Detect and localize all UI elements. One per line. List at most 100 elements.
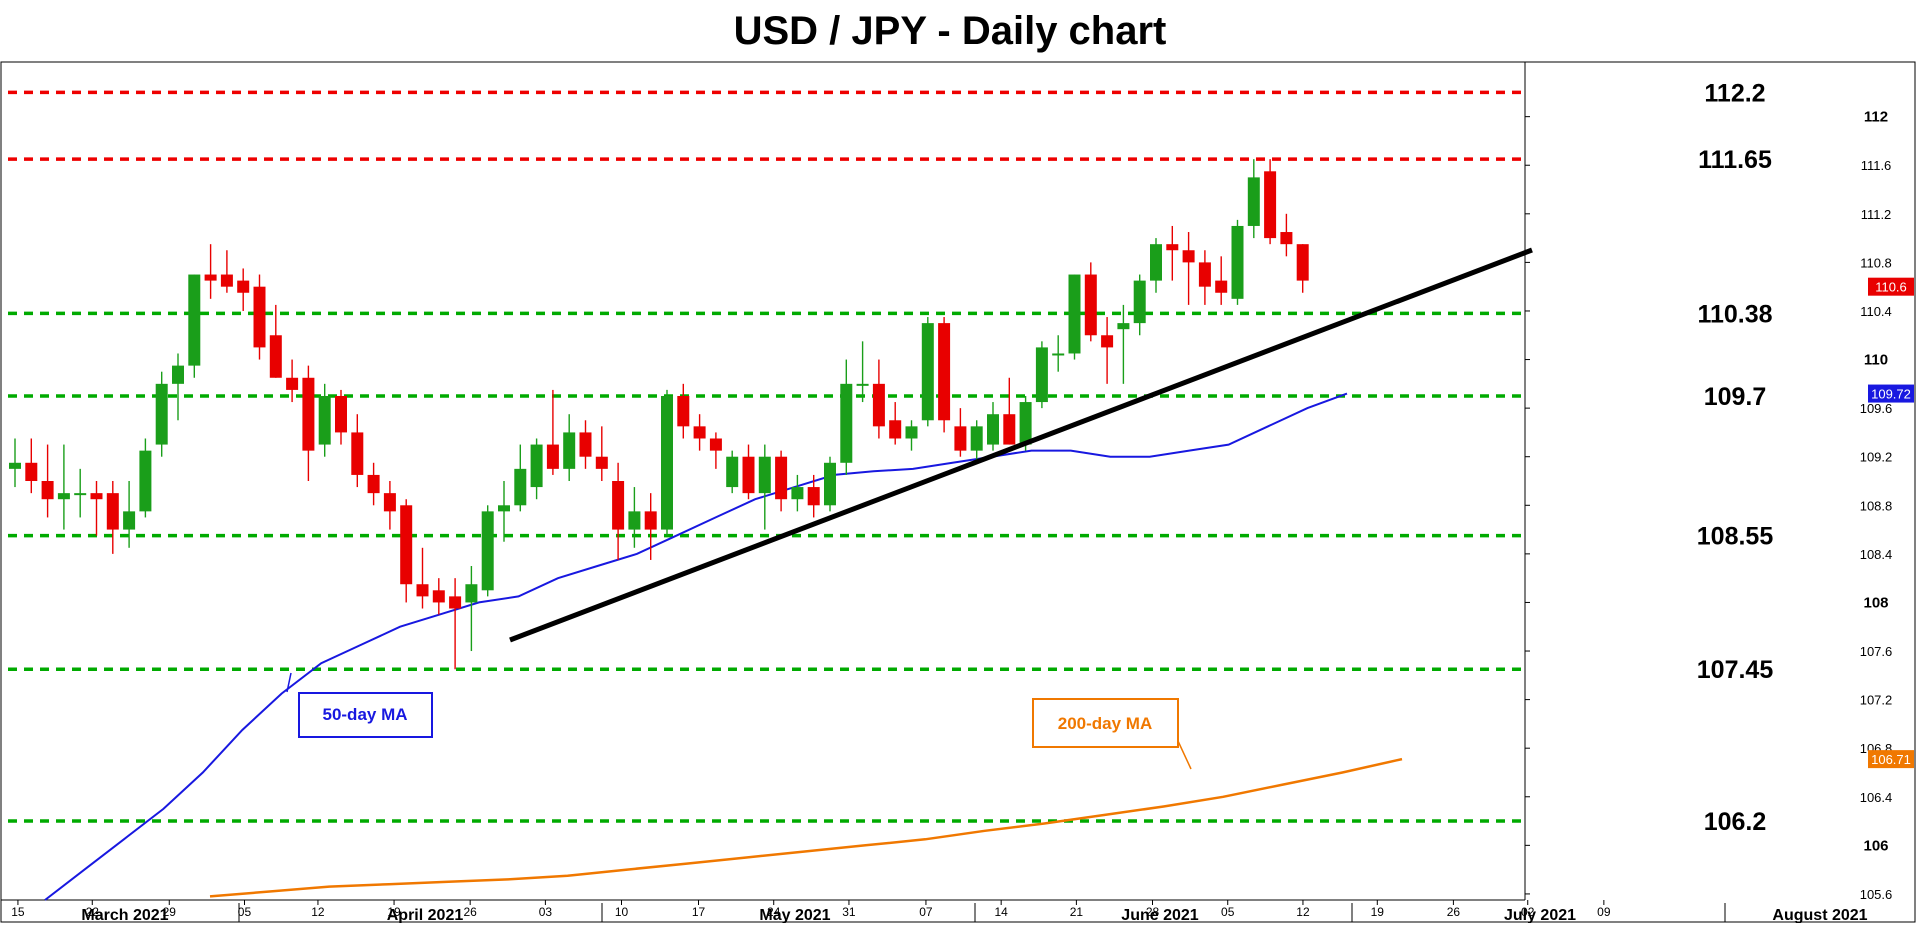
candle-body: [693, 426, 706, 439]
candle-body: [188, 274, 201, 366]
candle-body: [1264, 171, 1277, 239]
candle-body: [318, 395, 331, 445]
bearish-candle: [693, 414, 706, 451]
bullish-candle: [1150, 238, 1162, 293]
bearish-candle: [253, 274, 266, 360]
bearish-candle: [25, 438, 38, 494]
bearish-candle: [954, 408, 967, 457]
x-tick-label: 14: [994, 905, 1008, 919]
x-tick-label: 12: [311, 905, 325, 919]
x-tick-label: 19: [387, 905, 401, 919]
x-tick-label: 21: [1070, 905, 1084, 919]
bullish-candle: [856, 341, 869, 403]
month-label: August 2021: [1772, 907, 1867, 923]
x-tick-label: 02: [1521, 905, 1535, 919]
bullish-candle: [465, 566, 478, 652]
bullish-candle: [1247, 159, 1260, 239]
bullish-candle: [791, 474, 804, 512]
bearish-candle: [351, 414, 364, 488]
bullish-candle: [661, 389, 673, 536]
bearish-candle: [1215, 256, 1228, 305]
candle-body: [302, 377, 315, 451]
candle-body: [481, 511, 494, 591]
candle-body: [25, 462, 38, 481]
bearish-candle: [1264, 159, 1277, 245]
bullish-candle: [726, 450, 739, 494]
x-tick-label: 17: [692, 905, 706, 919]
x-tick-label: 22: [86, 905, 100, 919]
y-tick-label: 107.6: [1860, 644, 1893, 659]
bearish-candle: [432, 578, 445, 615]
bullish-candle: [172, 353, 184, 421]
bullish-candle: [628, 487, 641, 548]
candle-body: [237, 280, 250, 293]
ma200-line: [209, 757, 1403, 898]
candle-body: [889, 420, 902, 439]
candle-body: [1231, 225, 1244, 299]
x-tick-label: 19: [1371, 905, 1385, 919]
bearish-candle: [1003, 377, 1016, 445]
y-tick-label: 107.2: [1860, 693, 1893, 708]
y-tick-label: 108.8: [1860, 498, 1893, 513]
candle-body: [1150, 244, 1162, 281]
bullish-candle: [139, 438, 152, 518]
candle-body: [807, 487, 820, 506]
candle-body: [1198, 262, 1211, 287]
y-tick-label: 109.2: [1860, 450, 1893, 465]
x-tick-label: 26: [1447, 905, 1461, 919]
bearish-candle: [677, 383, 690, 439]
ma200-label-pointer: [1177, 740, 1192, 770]
month-label: June 2021: [1121, 907, 1198, 923]
resistance-level-label: 111.65: [1698, 146, 1772, 174]
candle-body: [677, 395, 690, 427]
bullish-candle: [481, 505, 494, 597]
candle-body: [1101, 335, 1114, 348]
candle-body: [123, 511, 136, 530]
bullish-candle: [970, 420, 983, 463]
bullish-candle: [1117, 304, 1130, 384]
candle-body: [1182, 250, 1195, 263]
candle-body: [57, 493, 70, 500]
candle-body: [824, 462, 836, 506]
bearish-candle: [938, 317, 951, 433]
candle-body: [41, 481, 54, 500]
candle-body: [204, 274, 217, 281]
month-label: May 2021: [759, 907, 830, 923]
candle-body: [1117, 323, 1130, 330]
x-tick-label: 12: [1296, 905, 1310, 919]
bullish-candle: [987, 402, 999, 451]
bearish-candle: [416, 547, 429, 609]
candle-body: [954, 426, 967, 451]
x-tick-label: 31: [842, 905, 856, 919]
bearish-candle: [335, 389, 347, 445]
candle-body: [1068, 274, 1081, 354]
bullish-candle: [123, 481, 136, 548]
month-label: March 2021: [81, 907, 168, 923]
price-tags: 110.6 109.72 106.71: [1868, 277, 1914, 769]
bearish-candle: [400, 499, 413, 603]
bullish-candle: [1068, 274, 1081, 360]
y-tick-label: 108.4: [1860, 547, 1893, 562]
bearish-candle: [612, 462, 625, 560]
annotations: 50-day MA 200-day MA: [286, 672, 1192, 770]
ma50-label-pointer: [286, 672, 292, 693]
bullish-candle: [155, 371, 168, 457]
x-tick-label: 07: [919, 905, 933, 919]
candle-body: [269, 335, 282, 378]
trendline: [509, 247, 1533, 643]
candle-body: [449, 596, 462, 609]
bearish-candle: [220, 250, 233, 293]
bearish-candle: [302, 365, 315, 481]
candle-body: [432, 590, 445, 603]
candle-body: [1133, 280, 1146, 324]
y-tick-label: 110: [1864, 352, 1888, 369]
time-axis: 15 22 29 05 12 19 26 03 10 17 24 31 07 14 21 28 05 12 19 26…: [11, 900, 1868, 924]
candle-body: [514, 468, 527, 506]
x-tick-label: 24: [767, 905, 781, 919]
y-tick-label: 112: [1864, 109, 1888, 126]
candle-body: [1084, 274, 1097, 336]
candle-body: [90, 493, 103, 500]
candle-body: [563, 432, 576, 469]
candle-body: [709, 438, 722, 451]
candle-body: [791, 487, 804, 500]
